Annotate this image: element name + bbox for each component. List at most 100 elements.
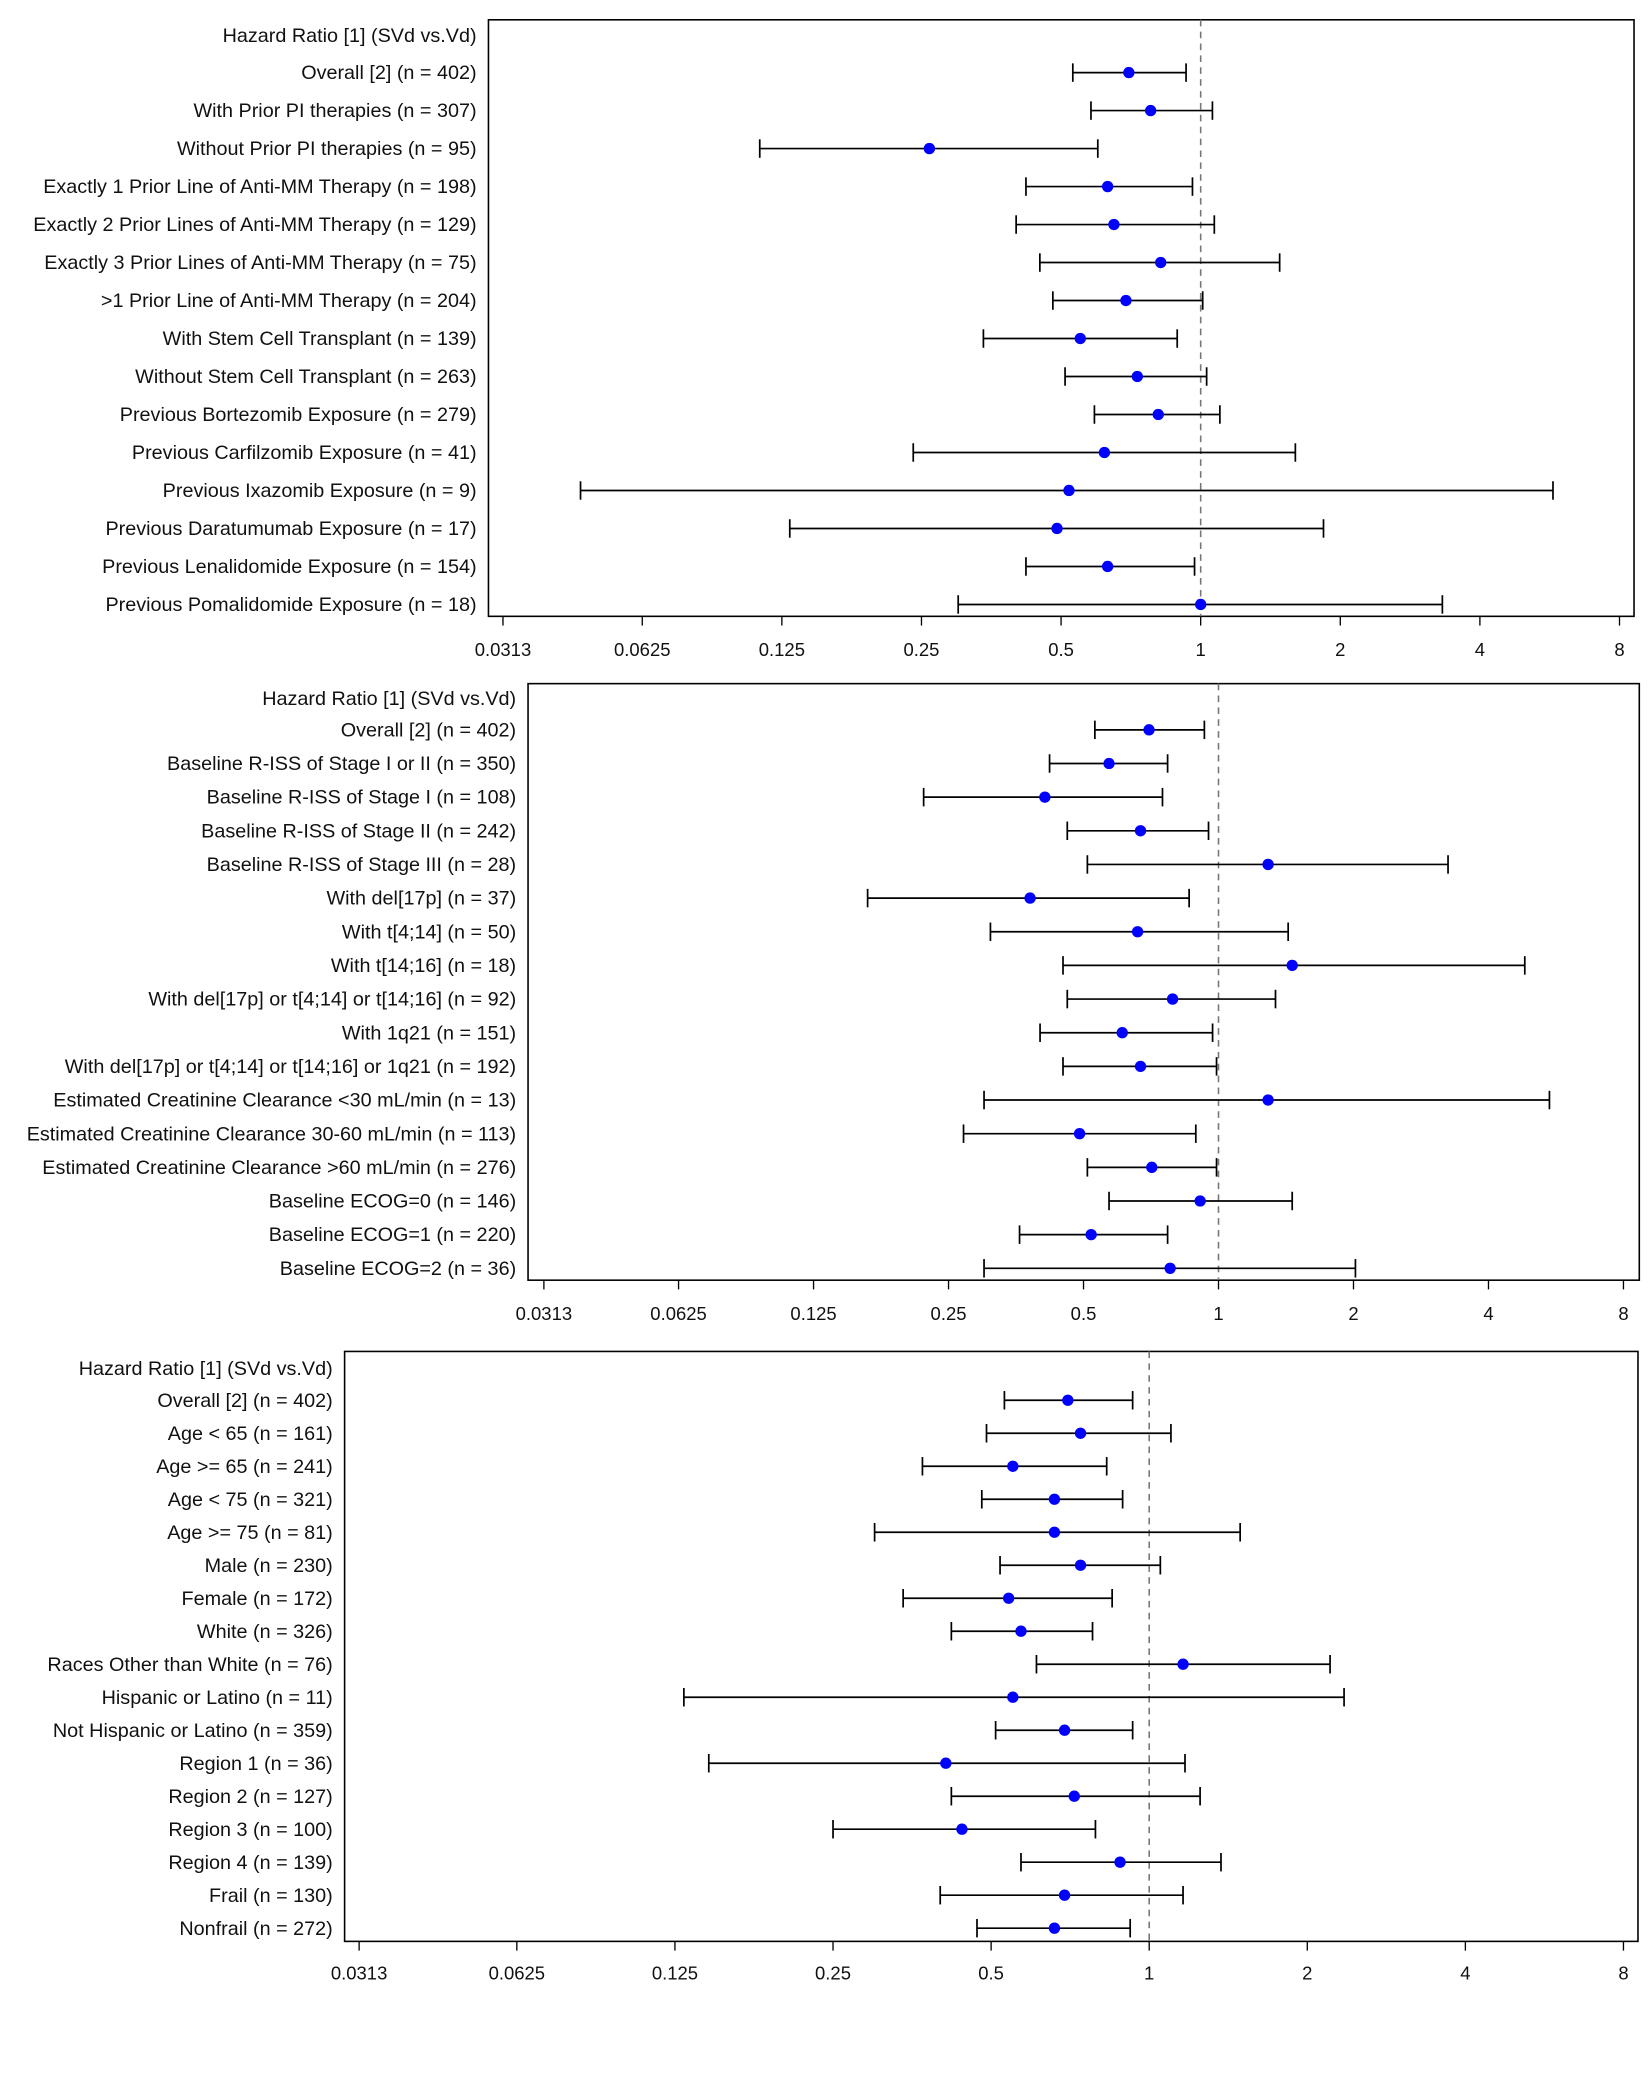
- hazard-ratio-point: [956, 1823, 968, 1835]
- row-label: Nonfrail (n = 272): [179, 1918, 332, 1940]
- hazard-ratio-point: [1101, 180, 1114, 193]
- row-label: With del[17p] or t[4;14] or t[14;16] (n …: [148, 989, 516, 1011]
- forest-row: With del[17p] or t[4;14] or t[14;16] or …: [65, 1056, 1218, 1078]
- row-label: Baseline R-ISS of Stage I (n = 108): [207, 787, 517, 809]
- row-label: With t[14;16] (n = 18): [331, 955, 516, 977]
- forest-row: Without Stem Cell Transplant (n = 263): [135, 366, 1208, 388]
- hazard-ratio-point: [1286, 959, 1298, 972]
- forest-row: Estimated Creatinine Clearance >60 mL/mi…: [42, 1157, 1218, 1179]
- forest-row: With Stem Cell Transplant (n = 139): [163, 328, 1179, 350]
- row-label: Frail (n = 130): [209, 1885, 333, 1907]
- row-label: Without Stem Cell Transplant (n = 263): [135, 366, 476, 388]
- hazard-ratio-point: [1074, 1559, 1087, 1571]
- row-label: Previous Pomalidomide Exposure (n = 18): [105, 594, 476, 616]
- row-label: Estimated Creatinine Clearance >60 mL/mi…: [42, 1157, 516, 1179]
- row-label: Region 4 (n = 139): [168, 1852, 332, 1874]
- hazard-ratio-point: [1085, 1228, 1097, 1241]
- x-tick-label: 0.25: [931, 1303, 967, 1324]
- forest-row: With t[4;14] (n = 50): [342, 921, 1290, 943]
- row-label: White (n = 326): [197, 1621, 333, 1643]
- forest-row: Exactly 1 Prior Line of Anti-MM Therapy …: [43, 176, 1194, 198]
- forest-row: With Prior PI therapies (n = 307): [193, 100, 1214, 122]
- hazard-ratio-point: [1073, 1128, 1086, 1140]
- panel-header: Hazard Ratio [1] (SVd vs.Vd): [79, 1358, 333, 1380]
- forest-row: Not Hispanic or Latino (n = 359): [53, 1720, 1134, 1742]
- x-tick-label: 4: [1475, 639, 1485, 660]
- row-label: Previous Ixazomib Exposure (n = 9): [163, 480, 477, 502]
- hazard-ratio-point: [1134, 825, 1147, 837]
- row-label: With Stem Cell Transplant (n = 139): [163, 328, 477, 350]
- hazard-ratio-point: [1131, 926, 1144, 938]
- row-label: Overall [2] (n = 402): [341, 719, 516, 741]
- x-tick-label: 8: [1614, 639, 1624, 660]
- forest-row: >1 Prior Line of Anti-MM Therapy (n = 20…: [101, 290, 1204, 312]
- x-tick-label: 1: [1196, 639, 1206, 660]
- forest-row: With t[14;16] (n = 18): [331, 955, 1526, 977]
- forest-row: Races Other than White (n = 76): [47, 1654, 1331, 1676]
- hazard-ratio-point: [1002, 1592, 1015, 1604]
- forest-row: Exactly 2 Prior Lines of Anti-MM Therapy…: [33, 214, 1216, 236]
- x-tick-label: 0.5: [1048, 639, 1074, 660]
- row-label: Previous Lenalidomide Exposure (n = 154): [102, 556, 476, 578]
- hazard-ratio-point: [1262, 1094, 1274, 1106]
- forest-row: Region 4 (n = 139): [168, 1852, 1222, 1874]
- panel-header: Hazard Ratio [1] (SVd vs.Vd): [262, 688, 516, 710]
- forest-row: Baseline ECOG=2 (n = 36): [280, 1258, 1357, 1280]
- row-label: Hispanic or Latino (n = 11): [102, 1687, 333, 1709]
- row-label: Baseline ECOG=2 (n = 36): [280, 1258, 516, 1280]
- forest-row: Previous Ixazomib Exposure (n = 9): [163, 480, 1554, 502]
- hazard-ratio-point: [1048, 1922, 1061, 1934]
- forest-row: Region 3 (n = 100): [168, 1819, 1097, 1841]
- forest-row: Previous Daratumumab Exposure (n = 17): [106, 518, 1325, 540]
- x-tick-label: 0.0313: [331, 1963, 387, 1984]
- x-tick-label: 0.0625: [614, 639, 671, 660]
- hazard-ratio-point: [1007, 1691, 1019, 1703]
- row-label: Region 2 (n = 127): [168, 1786, 332, 1808]
- hazard-ratio-point: [1063, 484, 1075, 497]
- forest-row: Male (n = 230): [205, 1555, 1162, 1577]
- forest-row: Baseline ECOG=1 (n = 220): [269, 1224, 1169, 1246]
- forest-row: Female (n = 172): [182, 1588, 1113, 1610]
- hazard-ratio-point: [940, 1757, 952, 1769]
- hazard-ratio-point: [1039, 791, 1051, 803]
- forest-row: Exactly 3 Prior Lines of Anti-MM Therapy…: [44, 252, 1281, 274]
- forest-row: Frail (n = 130): [209, 1885, 1184, 1907]
- row-label: Exactly 2 Prior Lines of Anti-MM Therapy…: [33, 214, 476, 236]
- row-label: Age < 75 (n = 321): [168, 1489, 333, 1511]
- plot-frame: [343, 1350, 1639, 1943]
- forest-row: Baseline R-ISS of Stage III (n = 28): [207, 854, 1449, 876]
- row-label: Previous Carfilzomib Exposure (n = 41): [132, 442, 477, 464]
- row-label: With del[17p] (n = 37): [327, 888, 517, 910]
- forest-row: With 1q21 (n = 151): [342, 1022, 1214, 1044]
- x-tick-label: 0.0625: [489, 1963, 546, 1984]
- x-tick-label: 0.25: [903, 639, 939, 660]
- row-label: Previous Bortezomib Exposure (n = 279): [120, 404, 477, 426]
- hazard-ratio-point: [1166, 993, 1179, 1005]
- forest-row: Previous Pomalidomide Exposure (n = 18): [105, 594, 1444, 616]
- row-label: With Prior PI therapies (n = 307): [193, 100, 476, 122]
- hazard-ratio-point: [1195, 598, 1207, 611]
- hazard-ratio-point: [1098, 446, 1111, 459]
- x-tick-label: 1: [1213, 1303, 1223, 1324]
- hazard-ratio-point: [1007, 1460, 1019, 1472]
- row-label: Baseline ECOG=1 (n = 220): [269, 1224, 516, 1246]
- panel-header: Hazard Ratio [1] (SVd vs.Vd): [223, 25, 477, 47]
- hazard-ratio-point: [1068, 1790, 1080, 1802]
- row-label: Without Prior PI therapies (n = 95): [177, 138, 477, 160]
- hazard-ratio-point: [1024, 892, 1036, 904]
- row-label: Estimated Creatinine Clearance <30 mL/mi…: [53, 1090, 516, 1112]
- forest-row: Previous Bortezomib Exposure (n = 279): [120, 404, 1221, 426]
- hazard-ratio-point: [1144, 104, 1157, 117]
- hazard-ratio-point: [1074, 1427, 1087, 1439]
- hazard-ratio-point: [1114, 1856, 1126, 1868]
- row-label: Overall [2] (n = 402): [301, 62, 476, 84]
- forest-row: With del[17p] (n = 37): [327, 888, 1190, 910]
- row-label: Age >= 65 (n = 241): [156, 1456, 333, 1478]
- forest-row: Hispanic or Latino (n = 11): [102, 1687, 1345, 1709]
- hazard-ratio-point: [923, 142, 936, 155]
- hazard-ratio-point: [1101, 560, 1114, 573]
- x-tick-label: 8: [1618, 1963, 1628, 1984]
- forest-row: Overall [2] (n = 402): [157, 1390, 1134, 1412]
- hazard-ratio-point: [1048, 1526, 1061, 1538]
